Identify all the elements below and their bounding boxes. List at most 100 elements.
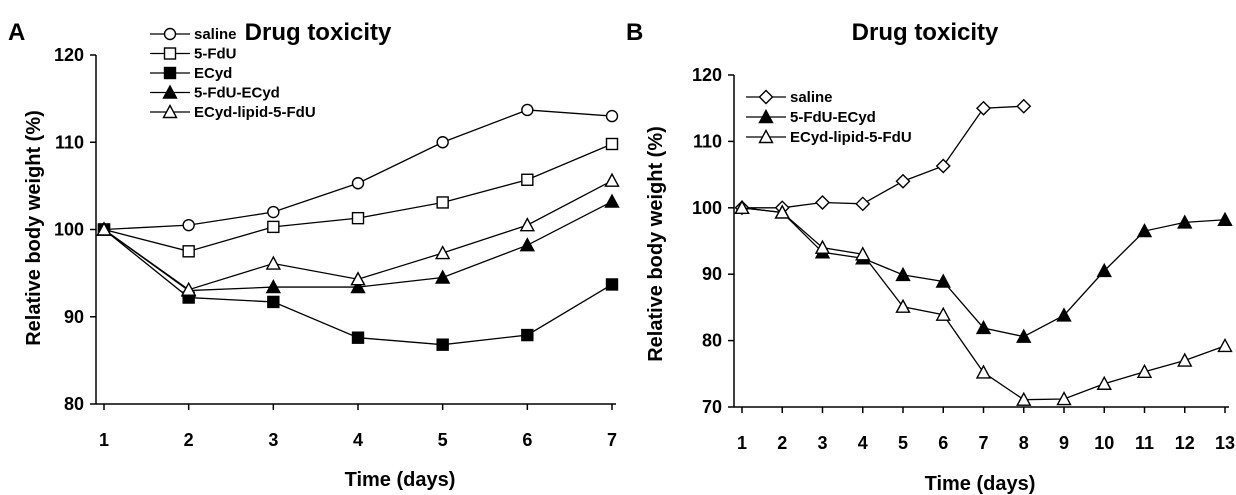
- legend-marker: [163, 47, 177, 60]
- data-point: [265, 255, 282, 270]
- data-point: [734, 199, 750, 215]
- legend-marker: [163, 66, 177, 80]
- y-tick-label: 80: [702, 331, 722, 351]
- y-tick-label: 110: [693, 131, 722, 151]
- data-point: [436, 136, 449, 149]
- legend-label: ECyd-lipid-5-FdU: [194, 104, 316, 121]
- data-point: [814, 239, 831, 254]
- legend-marker: [758, 109, 774, 124]
- data-point: [436, 196, 449, 209]
- data-point: [1016, 391, 1032, 406]
- legend-label: ECyd: [194, 65, 232, 82]
- data-point: [975, 320, 992, 335]
- legend-label: 5-FdU: [194, 46, 237, 63]
- data-point: [895, 298, 911, 313]
- data-point: [267, 295, 280, 309]
- y-tick-label: 90: [702, 264, 722, 284]
- data-point: [182, 245, 195, 258]
- panel-b-letter: B: [626, 19, 643, 46]
- data-point: [434, 269, 451, 284]
- data-point: [521, 103, 534, 117]
- panel-a-title: Drug toxicity: [245, 19, 392, 46]
- series-line: [741, 207, 1226, 338]
- panel-b: B Drug toxicity Time (days) Relative bod…: [626, 19, 1235, 495]
- x-tick-label: 5: [898, 433, 908, 453]
- series-line: [103, 143, 613, 252]
- data-point: [604, 193, 620, 208]
- legend-marker: [162, 84, 178, 99]
- series-line: [742, 105, 1024, 209]
- data-point: [605, 278, 619, 291]
- legend-entry: saline: [150, 26, 237, 43]
- panel-b-x-axis-label: Time (days): [925, 473, 1036, 495]
- legend-marker: [758, 129, 774, 144]
- x-tick-label: 11: [1135, 433, 1154, 453]
- legend-entry: ECyd-lipid-5-FdU: [150, 104, 316, 121]
- series-ecyd-lipid-5-fdu: [96, 172, 620, 296]
- legend-entry: 5-FdU: [150, 46, 237, 63]
- data-point: [351, 177, 365, 190]
- data-point: [1136, 223, 1153, 238]
- x-tick-label: 4: [858, 433, 868, 453]
- data-point: [96, 221, 112, 236]
- data-point: [521, 328, 534, 342]
- data-point: [815, 194, 830, 210]
- legend-label: saline: [790, 89, 833, 106]
- legend-entry: ECyd: [150, 65, 232, 82]
- x-tick-label: 3: [817, 433, 827, 453]
- y-tick-label: 90: [64, 307, 84, 327]
- x-tick-label: 9: [1059, 433, 1069, 453]
- legend-entry: 5-FdU-ECyd: [150, 85, 280, 102]
- data-point: [605, 109, 619, 123]
- y-tick-label: 70: [702, 397, 722, 417]
- x-tick-label: 8: [1019, 433, 1029, 453]
- data-point: [1056, 391, 1072, 406]
- legend-marker: [162, 104, 178, 119]
- data-point: [1056, 307, 1072, 322]
- legend-entry: saline: [746, 89, 833, 106]
- data-point: [895, 266, 911, 282]
- x-tick-label: 12: [1175, 433, 1195, 453]
- series-saline: [734, 98, 1032, 216]
- x-tick-label: 7: [607, 430, 617, 450]
- data-point: [895, 173, 911, 189]
- panel-a-x-axis-label: Time (days): [345, 469, 456, 491]
- data-point: [1096, 262, 1112, 278]
- x-tick-label: 7: [978, 433, 988, 453]
- panel-b-title: Drug toxicity: [852, 19, 999, 46]
- y-tick-label: 100: [54, 220, 84, 240]
- series-ecyd-lipid-5-fdu: [734, 199, 1233, 406]
- data-point: [855, 246, 871, 261]
- panel-a-letter: A: [8, 19, 25, 46]
- legend-entry: ECyd-lipid-5-FdU: [746, 129, 912, 146]
- x-tick-label: 6: [522, 430, 532, 450]
- series-line: [103, 109, 613, 231]
- data-point: [519, 237, 536, 252]
- data-point: [935, 306, 951, 321]
- data-point: [935, 158, 951, 174]
- data-point: [521, 173, 534, 186]
- data-point: [180, 281, 197, 296]
- data-point: [1136, 363, 1153, 379]
- data-point: [519, 217, 536, 232]
- data-point: [350, 279, 366, 294]
- legend-label: saline: [194, 26, 237, 43]
- y-tick-label: 110: [55, 132, 84, 152]
- y-tick-label: 120: [54, 45, 84, 65]
- legend-marker: [758, 89, 774, 105]
- data-point: [434, 245, 451, 260]
- x-tick-label: 2: [184, 430, 194, 450]
- data-point: [1177, 352, 1193, 367]
- series-5-fdu-ecyd: [734, 199, 1233, 343]
- data-point: [604, 172, 620, 187]
- panel-a-y-axis-label: Relative body weight (%): [23, 110, 45, 346]
- y-tick-label: 120: [692, 65, 722, 85]
- legend-label: ECyd-lipid-5-FdU: [790, 129, 912, 146]
- x-tick-label: 4: [353, 430, 363, 450]
- data-point: [605, 137, 619, 151]
- legend-marker: [163, 27, 177, 41]
- panel-b-y-axis-label: Relative body weight (%): [645, 126, 667, 362]
- x-tick-label: 10: [1094, 433, 1114, 453]
- data-point: [350, 271, 366, 286]
